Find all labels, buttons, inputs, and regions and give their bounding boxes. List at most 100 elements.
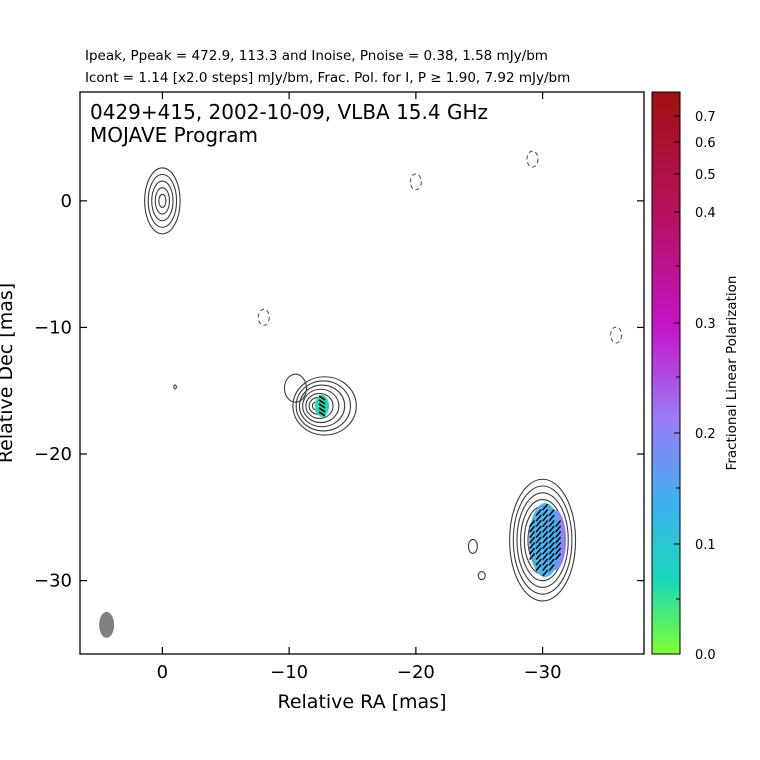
evpa-tick (548, 547, 555, 555)
beam-ellipse (99, 611, 115, 638)
evpa-tick (548, 542, 555, 550)
evpa-tick (529, 525, 536, 533)
colorbar-tick-label: 0.5 (695, 168, 716, 183)
evpa-tick (529, 547, 536, 555)
evpa-tick (535, 525, 542, 533)
colorbar-tick-label: 0.6 (695, 136, 716, 151)
evpa-tick (529, 542, 536, 550)
evpa-tick (542, 536, 549, 544)
evpa-tick (548, 514, 555, 522)
contour-level (298, 384, 346, 428)
header-line-1: Ipeak, Ppeak = 472.9, 113.3 and Inoise, … (85, 48, 548, 64)
evpa-tick (535, 558, 542, 566)
contour-level (512, 485, 573, 595)
evpa-tick (535, 547, 542, 555)
evpa-tick (318, 395, 326, 401)
contour-level (295, 380, 352, 432)
evpa-tick (318, 399, 326, 405)
negative-contour (610, 326, 623, 344)
y-tick-label: 0 (61, 191, 72, 212)
evpa-tick (542, 542, 549, 550)
contour-level (305, 392, 334, 419)
contour-level (154, 187, 171, 215)
colorbar (651, 91, 681, 655)
header-line-2: Icont = 1.14 [x2.0 steps] mJy/bm, Frac. … (85, 70, 571, 86)
evpa-tick (548, 509, 555, 517)
evpa-tick (548, 558, 555, 566)
colorbar-title: Fractional Linear Polarization (724, 276, 740, 471)
evpa-tick (548, 525, 555, 533)
evpa-tick (542, 558, 549, 566)
negative-contour (257, 308, 270, 326)
evpa-tick (548, 520, 555, 528)
evpa-tick (535, 531, 542, 539)
colorbar-ticks: 0.0 0.1 0.2 0.3 0.4 0.5 0.6 0.7 (674, 110, 716, 663)
plot-title-line-1: 0429+415, 2002-10-09, VLBA 15.4 GHz (90, 100, 488, 124)
plot-area (99, 150, 623, 638)
evpa-tick (548, 553, 555, 561)
contour-level (509, 478, 577, 602)
evpa-tick (548, 536, 555, 544)
colorbar-tick-label: 0.0 (695, 648, 716, 663)
evpa-tick (555, 520, 562, 528)
x-tick-label: 0 (157, 662, 168, 683)
evpa-tick (555, 525, 562, 533)
x-tick-label: −10 (270, 662, 308, 683)
contour-level (151, 180, 174, 222)
y-tick-label: −30 (34, 571, 72, 592)
negative-contour (409, 173, 422, 191)
y-tick-label: −10 (34, 317, 72, 338)
evpa-tick (542, 525, 549, 533)
contour-level (477, 570, 486, 581)
evpa-tick (318, 411, 326, 417)
evpa-tick (529, 520, 536, 528)
evpa-tick (535, 514, 542, 522)
colorbar-tick-label: 0.1 (695, 538, 716, 553)
evpa-tick (548, 531, 555, 539)
contour-level (302, 388, 340, 424)
evpa-tick (555, 553, 562, 561)
contour-level (158, 193, 167, 208)
y-axis-label: Relative Dec [mas] (0, 283, 17, 463)
evpa-tick (555, 536, 562, 544)
evpa-tick (535, 564, 542, 572)
evpa-tick (542, 520, 549, 528)
colorbar-tick-label: 0.2 (695, 427, 716, 442)
evpa-tick (529, 536, 536, 544)
evpa-tick (535, 553, 542, 561)
plot-frame (79, 91, 645, 655)
axis-ticks: 0 −10 −20 −30 0 −10 −20 −30 (34, 92, 644, 683)
evpa-tick (535, 536, 542, 544)
contour-level (144, 167, 181, 235)
evpa-tick (542, 509, 549, 517)
evpa-tick (542, 514, 549, 522)
evpa-tick (542, 503, 549, 511)
x-axis-label: Relative RA [mas] (277, 691, 446, 713)
contour-level (173, 384, 177, 390)
evpa-tick (555, 542, 562, 550)
evpa-tick (529, 553, 536, 561)
evpa-tick (535, 542, 542, 550)
evpa-tick (555, 547, 562, 555)
colorbar-tick-label: 0.7 (695, 110, 716, 125)
contour-level (147, 173, 178, 228)
x-tick-label: −20 (397, 662, 435, 683)
evpa-tick (535, 520, 542, 528)
y-tick-label: −20 (34, 444, 72, 465)
contour-level (467, 538, 478, 554)
evpa-tick (318, 407, 326, 413)
evpa-tick (529, 531, 536, 539)
evpa-tick (535, 509, 542, 517)
evpa-tick (542, 547, 549, 555)
negative-contour (526, 150, 539, 168)
contour-level (283, 373, 308, 403)
colorbar-tick-label: 0.4 (695, 206, 716, 221)
contour-level (516, 492, 569, 588)
colorbar-tick-label: 0.3 (695, 317, 716, 332)
evpa-tick (555, 531, 562, 539)
evpa-tick (542, 553, 549, 561)
evpa-tick (542, 564, 549, 572)
plot-title-line-2: MOJAVE Program (90, 123, 258, 147)
evpa-tick (548, 564, 555, 572)
